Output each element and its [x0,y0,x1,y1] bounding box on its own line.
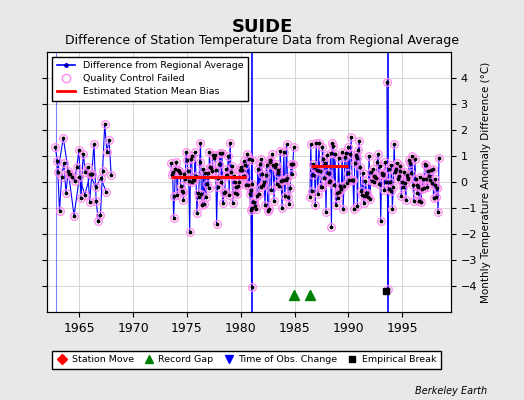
Text: Difference of Station Temperature Data from Regional Average: Difference of Station Temperature Data f… [65,34,459,47]
Text: SUIDE: SUIDE [231,18,293,36]
Text: Berkeley Earth: Berkeley Earth [415,386,487,396]
Y-axis label: Monthly Temperature Anomaly Difference (°C): Monthly Temperature Anomaly Difference (… [481,61,491,303]
Legend: Station Move, Record Gap, Time of Obs. Change, Empirical Break: Station Move, Record Gap, Time of Obs. C… [52,350,441,369]
